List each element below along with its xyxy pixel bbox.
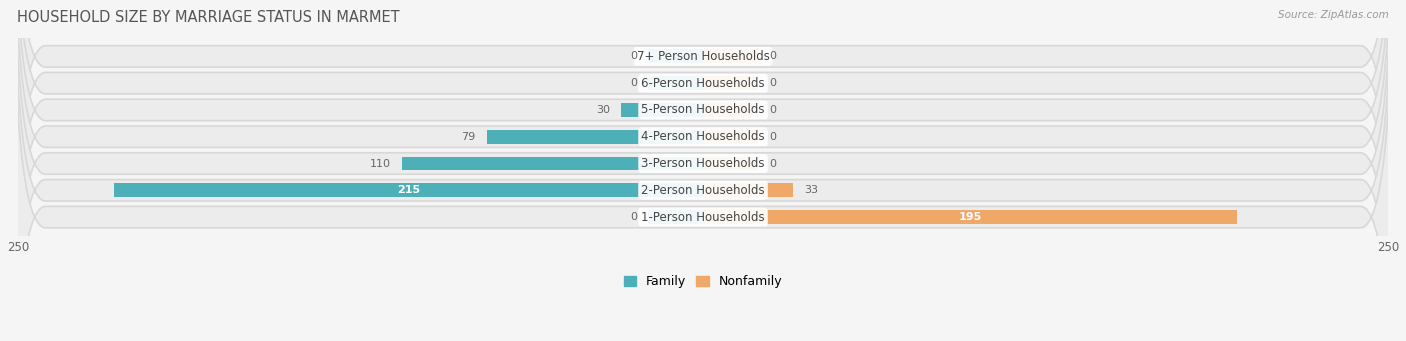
Text: HOUSEHOLD SIZE BY MARRIAGE STATUS IN MARMET: HOUSEHOLD SIZE BY MARRIAGE STATUS IN MAR… xyxy=(17,10,399,25)
FancyBboxPatch shape xyxy=(13,0,1393,341)
Text: 215: 215 xyxy=(396,185,420,195)
Text: 110: 110 xyxy=(370,159,391,168)
Text: 33: 33 xyxy=(804,185,818,195)
Bar xyxy=(703,103,758,117)
Bar xyxy=(703,183,793,197)
FancyBboxPatch shape xyxy=(13,0,1393,341)
Text: 0: 0 xyxy=(769,51,776,61)
FancyBboxPatch shape xyxy=(13,0,1393,341)
Bar xyxy=(114,183,703,197)
Text: 0: 0 xyxy=(630,78,637,88)
Text: 7+ Person Households: 7+ Person Households xyxy=(637,50,769,63)
Bar xyxy=(486,130,703,144)
Bar xyxy=(402,157,703,170)
Text: Source: ZipAtlas.com: Source: ZipAtlas.com xyxy=(1278,10,1389,20)
Text: 0: 0 xyxy=(630,212,637,222)
Bar xyxy=(648,210,703,224)
Bar xyxy=(648,49,703,63)
Text: 79: 79 xyxy=(461,132,475,142)
Text: 0: 0 xyxy=(630,51,637,61)
Legend: Family, Nonfamily: Family, Nonfamily xyxy=(619,270,787,293)
Text: 1-Person Households: 1-Person Households xyxy=(641,211,765,224)
FancyBboxPatch shape xyxy=(13,0,1393,341)
FancyBboxPatch shape xyxy=(13,0,1393,341)
Bar xyxy=(621,103,703,117)
Bar xyxy=(703,76,758,90)
Text: 5-Person Households: 5-Person Households xyxy=(641,103,765,116)
FancyBboxPatch shape xyxy=(13,0,1393,341)
Text: 3-Person Households: 3-Person Households xyxy=(641,157,765,170)
Text: 0: 0 xyxy=(769,132,776,142)
Text: 0: 0 xyxy=(769,159,776,168)
Text: 0: 0 xyxy=(769,105,776,115)
Bar xyxy=(703,157,758,170)
Text: 30: 30 xyxy=(596,105,610,115)
Bar xyxy=(648,76,703,90)
Bar xyxy=(703,210,1237,224)
Text: 0: 0 xyxy=(769,78,776,88)
Bar xyxy=(703,49,758,63)
Text: 195: 195 xyxy=(959,212,981,222)
Text: 4-Person Households: 4-Person Households xyxy=(641,130,765,143)
Text: 6-Person Households: 6-Person Households xyxy=(641,77,765,90)
Bar xyxy=(703,130,758,144)
FancyBboxPatch shape xyxy=(13,0,1393,341)
Text: 2-Person Households: 2-Person Households xyxy=(641,184,765,197)
